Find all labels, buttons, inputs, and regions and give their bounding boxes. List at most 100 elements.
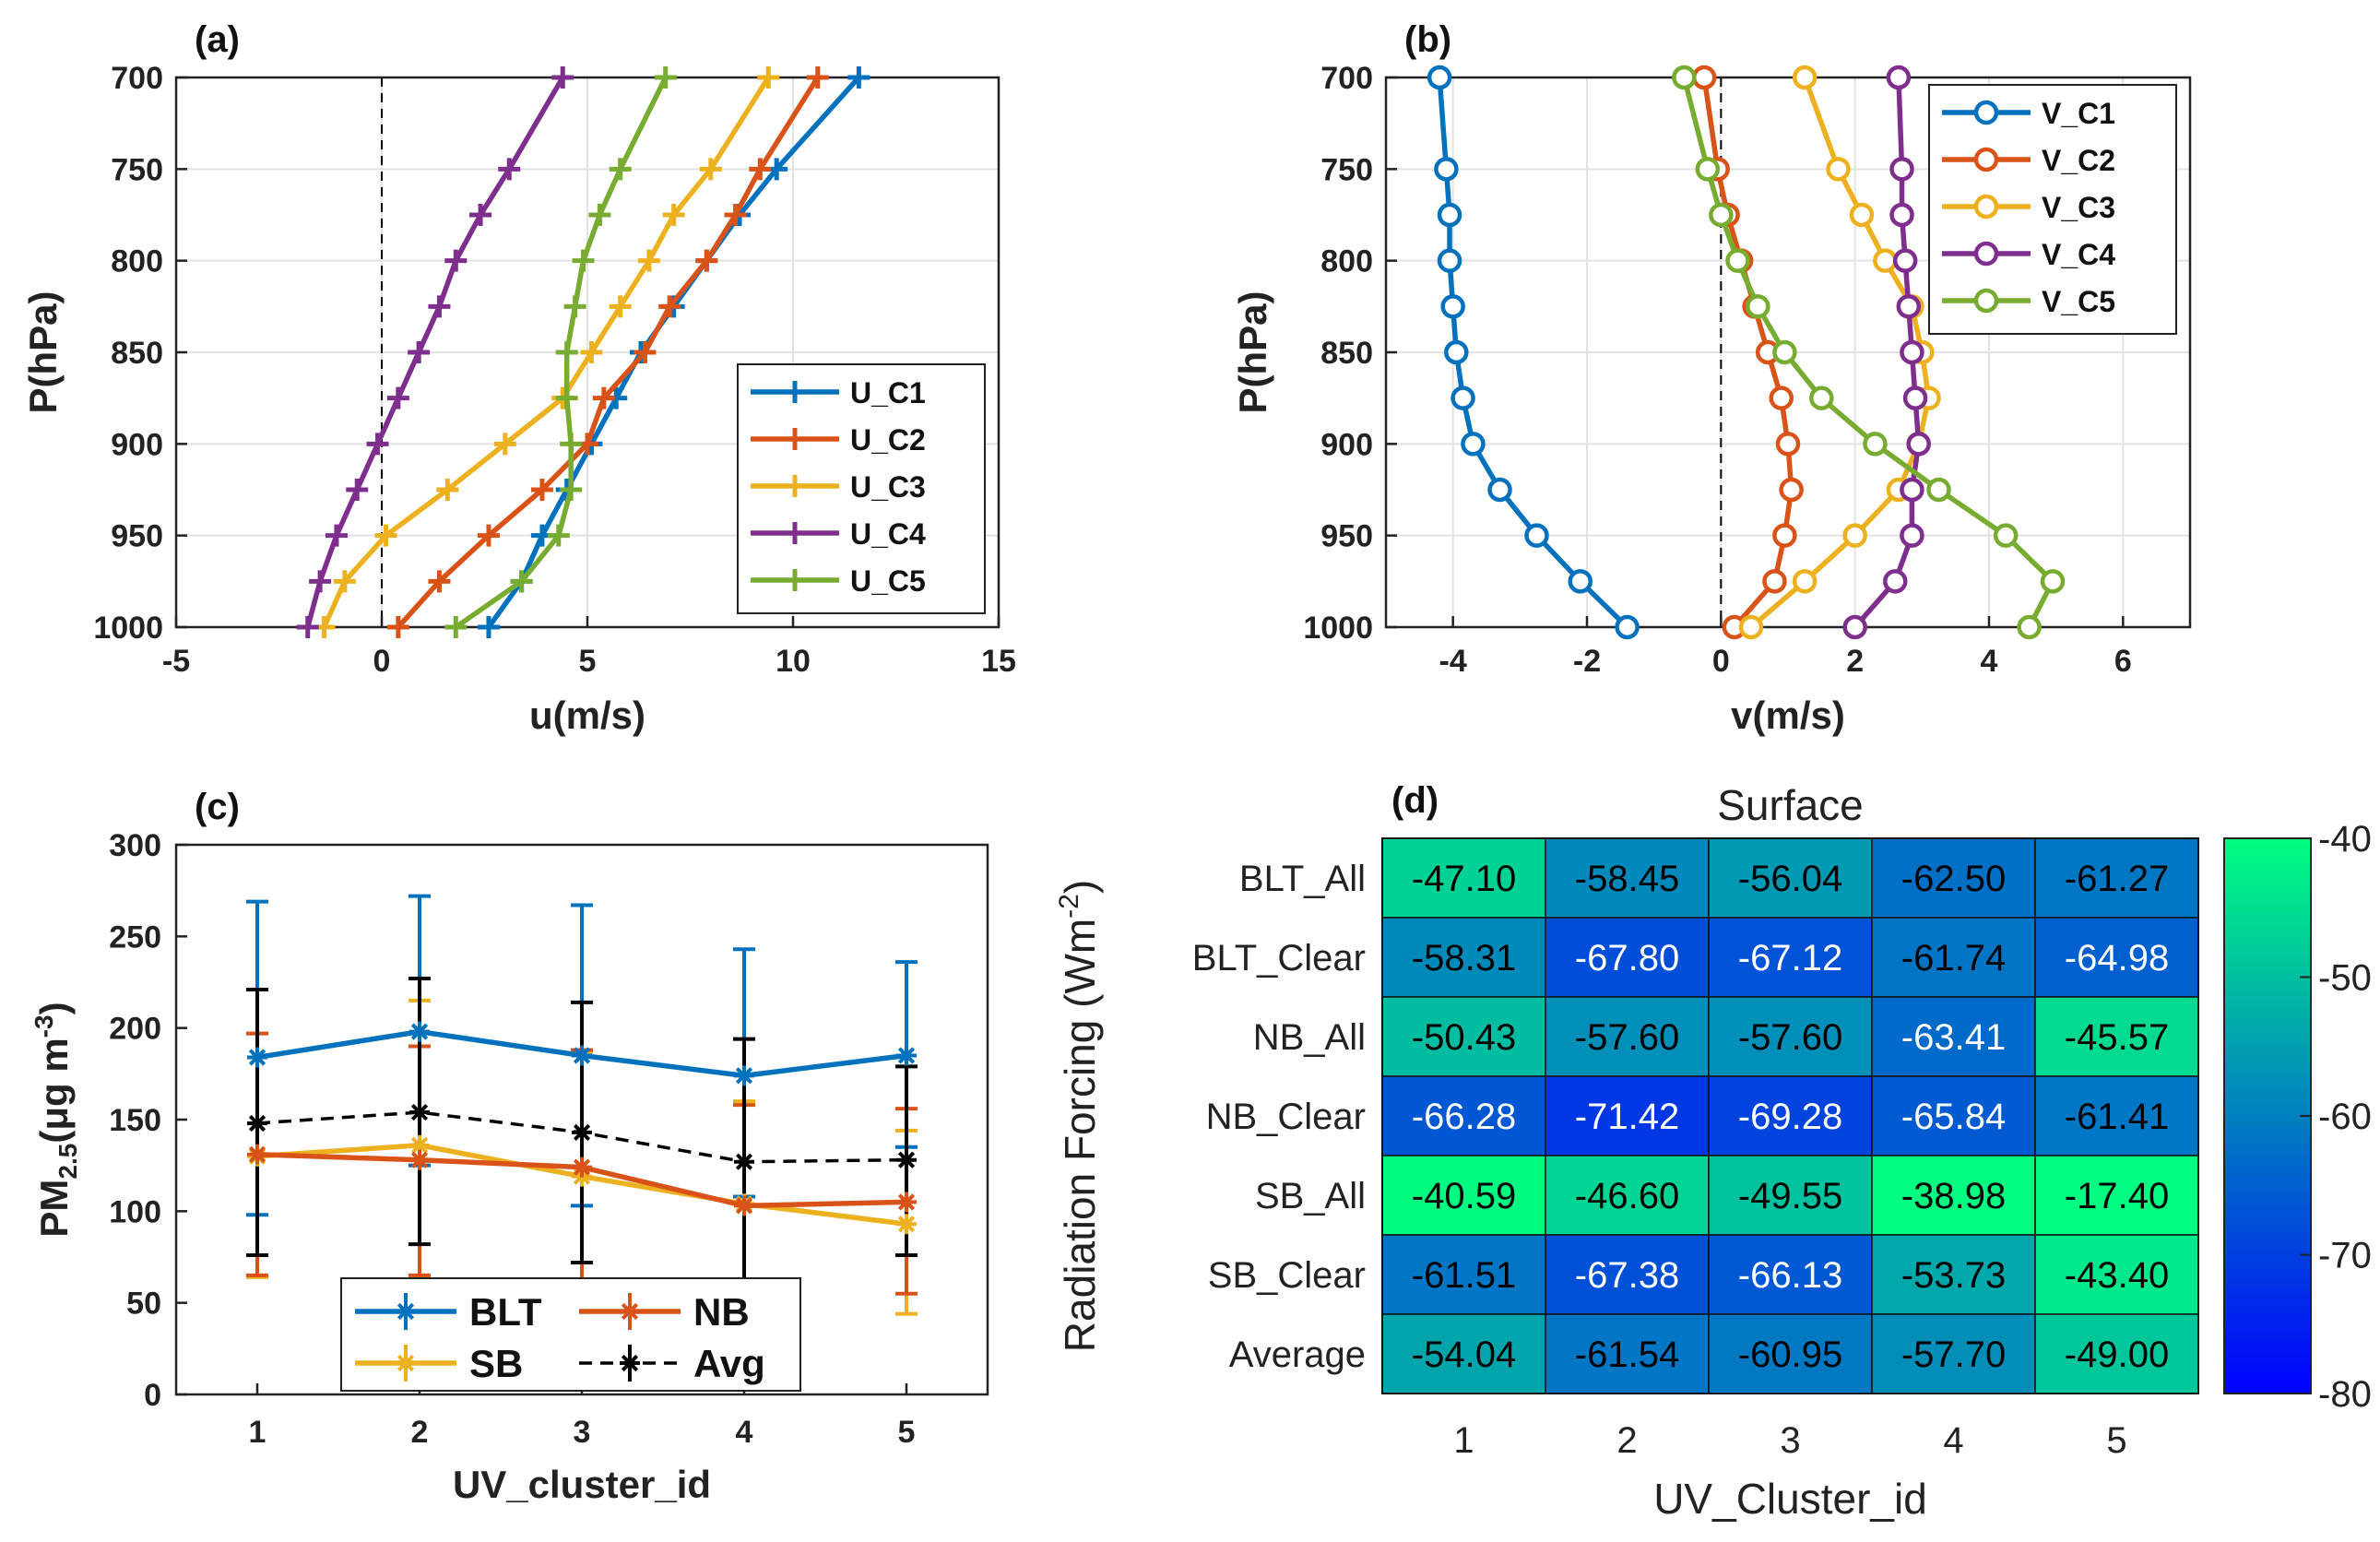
row-label: BLT_Clear bbox=[1192, 938, 1366, 979]
y-tick-label: 700 bbox=[1320, 61, 1373, 96]
y-tick-label: 750 bbox=[1320, 152, 1373, 187]
y-tick-label: 200 bbox=[109, 1012, 161, 1047]
x-axis-label: v(m/s) bbox=[1731, 694, 1845, 737]
column-label: 2 bbox=[1616, 1420, 1637, 1461]
y-tick-label: 1000 bbox=[1303, 611, 1373, 646]
marker-V_C5 bbox=[1772, 339, 1797, 365]
marker-U_C2 bbox=[428, 570, 451, 593]
heatmap-value: -67.38 bbox=[1575, 1255, 1679, 1296]
marker-V_C5 bbox=[1725, 248, 1750, 273]
y-tick-label: 850 bbox=[111, 336, 163, 371]
marker-V_C5 bbox=[2017, 614, 2042, 640]
heatmap-value: -56.04 bbox=[1738, 859, 1842, 899]
marker-U_C5 bbox=[510, 570, 533, 593]
marker-U_C1 bbox=[847, 66, 870, 89]
marker-U_C2 bbox=[633, 341, 657, 363]
legend-label-Avg: Avg bbox=[693, 1342, 765, 1385]
legend-label-U_C4: U_C4 bbox=[850, 517, 926, 551]
legend-box bbox=[1928, 84, 2177, 335]
marker-U_C3 bbox=[757, 66, 780, 89]
heatmap-frame bbox=[1381, 837, 2199, 1394]
marker-V_C2 bbox=[1772, 523, 1797, 548]
heatmap-cell bbox=[1871, 1234, 2036, 1315]
heatmap-cell bbox=[1708, 1313, 1873, 1394]
series-line-U_C1 bbox=[486, 76, 861, 629]
heatmap-value: -17.40 bbox=[2065, 1176, 2169, 1216]
marker-U_C2 bbox=[530, 479, 553, 501]
marker-V_C2 bbox=[1769, 386, 1794, 410]
legend-marker-V_C2 bbox=[1973, 147, 1999, 172]
heatmap-value: -63.41 bbox=[1901, 1017, 2006, 1058]
heatmap-title: Surface bbox=[1717, 781, 1864, 829]
y-tick-label: 750 bbox=[111, 152, 163, 187]
legend-marker-U_C2 bbox=[784, 428, 806, 450]
column-label: 4 bbox=[1943, 1420, 1963, 1461]
marker-NB bbox=[409, 1149, 430, 1170]
marker-Avg bbox=[409, 1102, 430, 1123]
heatmap-value: -60.95 bbox=[1738, 1334, 1842, 1375]
legend-marker-V_C4 bbox=[1973, 241, 1999, 267]
marker-V_C5 bbox=[1709, 202, 1734, 228]
legend-marker-BLT bbox=[396, 1301, 416, 1322]
panel-label: (d) bbox=[1391, 780, 1439, 821]
marker-V_C4 bbox=[1889, 157, 1914, 182]
colorbar-tick-label: -40 bbox=[2318, 819, 2372, 860]
marker-V_C2 bbox=[1775, 432, 1801, 457]
marker-Avg bbox=[572, 1121, 592, 1143]
heatmap-value: -43.40 bbox=[2065, 1255, 2169, 1296]
heatmap-value: -71.42 bbox=[1575, 1097, 1679, 1137]
heatmap-cell bbox=[1871, 1155, 2036, 1236]
marker-U_C5 bbox=[560, 433, 583, 456]
x-tick-label: -2 bbox=[1573, 644, 1601, 679]
heatmap-value: -50.43 bbox=[1412, 1017, 1516, 1058]
legend-label-V_C5: V_C5 bbox=[2042, 285, 2115, 318]
heatmap-cell bbox=[1545, 1234, 1710, 1315]
y-tick-label: 0 bbox=[144, 1378, 161, 1413]
legend-label-V_C4: V_C4 bbox=[2042, 238, 2115, 271]
marker-V_C3 bbox=[1826, 157, 1851, 182]
heatmap-cell bbox=[1545, 996, 1710, 1077]
heatmap-cell bbox=[2034, 996, 2199, 1077]
y-tick-label: 300 bbox=[109, 828, 161, 863]
legend-marker-U_C5 bbox=[784, 569, 806, 591]
y-tick-label: 800 bbox=[111, 244, 163, 279]
y-tick-label: 950 bbox=[1320, 519, 1373, 554]
legend-box bbox=[737, 363, 986, 614]
heatmap-value: -38.98 bbox=[1901, 1176, 2006, 1216]
marker-U_C5 bbox=[563, 295, 586, 318]
heatmap-value: -57.60 bbox=[1575, 1017, 1679, 1058]
heatmap-value: -61.27 bbox=[2065, 859, 2169, 899]
heatmap-value: -69.28 bbox=[1738, 1097, 1842, 1137]
legend-marker-V_C3 bbox=[1973, 194, 1999, 219]
row-label: NB_Clear bbox=[1206, 1097, 1366, 1137]
marker-SB bbox=[409, 1134, 430, 1156]
marker-U_C5 bbox=[572, 249, 595, 272]
series-line-U_C5 bbox=[454, 76, 669, 630]
heatmap-cell bbox=[2034, 837, 2199, 919]
column-label: 3 bbox=[1780, 1420, 1800, 1461]
marker-V_C4 bbox=[1900, 523, 1924, 548]
y-tick-label: 100 bbox=[109, 1194, 161, 1229]
marker-U_C2 bbox=[749, 158, 772, 181]
heatmap-value: -47.10 bbox=[1412, 859, 1516, 899]
marker-V_C4 bbox=[1906, 432, 1931, 457]
marker-U_C3 bbox=[637, 249, 660, 272]
marker-V_C5 bbox=[1672, 65, 1697, 90]
series-line-U_C3 bbox=[322, 76, 771, 629]
y-tick-label: 800 bbox=[1320, 244, 1373, 279]
marker-U_C4 bbox=[309, 570, 332, 593]
marker-V_C1 bbox=[1461, 432, 1486, 457]
marker-V_C1 bbox=[1487, 477, 1512, 503]
colorbar-tick-label: -80 bbox=[2318, 1374, 2372, 1415]
marker-V_C5 bbox=[1926, 477, 1951, 503]
marker-U_C5 bbox=[555, 386, 578, 409]
x-tick-label: 5 bbox=[898, 1415, 916, 1450]
legend-label-BLT: BLT bbox=[469, 1290, 542, 1334]
heatmap-value: -61.51 bbox=[1412, 1255, 1516, 1296]
panel-label: (a) bbox=[195, 19, 240, 60]
marker-V_C4 bbox=[1902, 386, 1928, 410]
marker-V_C1 bbox=[1440, 294, 1465, 319]
marker-U_C4 bbox=[366, 433, 389, 456]
marker-V_C4 bbox=[1883, 569, 1908, 594]
marker-V_C4 bbox=[1896, 294, 1922, 319]
